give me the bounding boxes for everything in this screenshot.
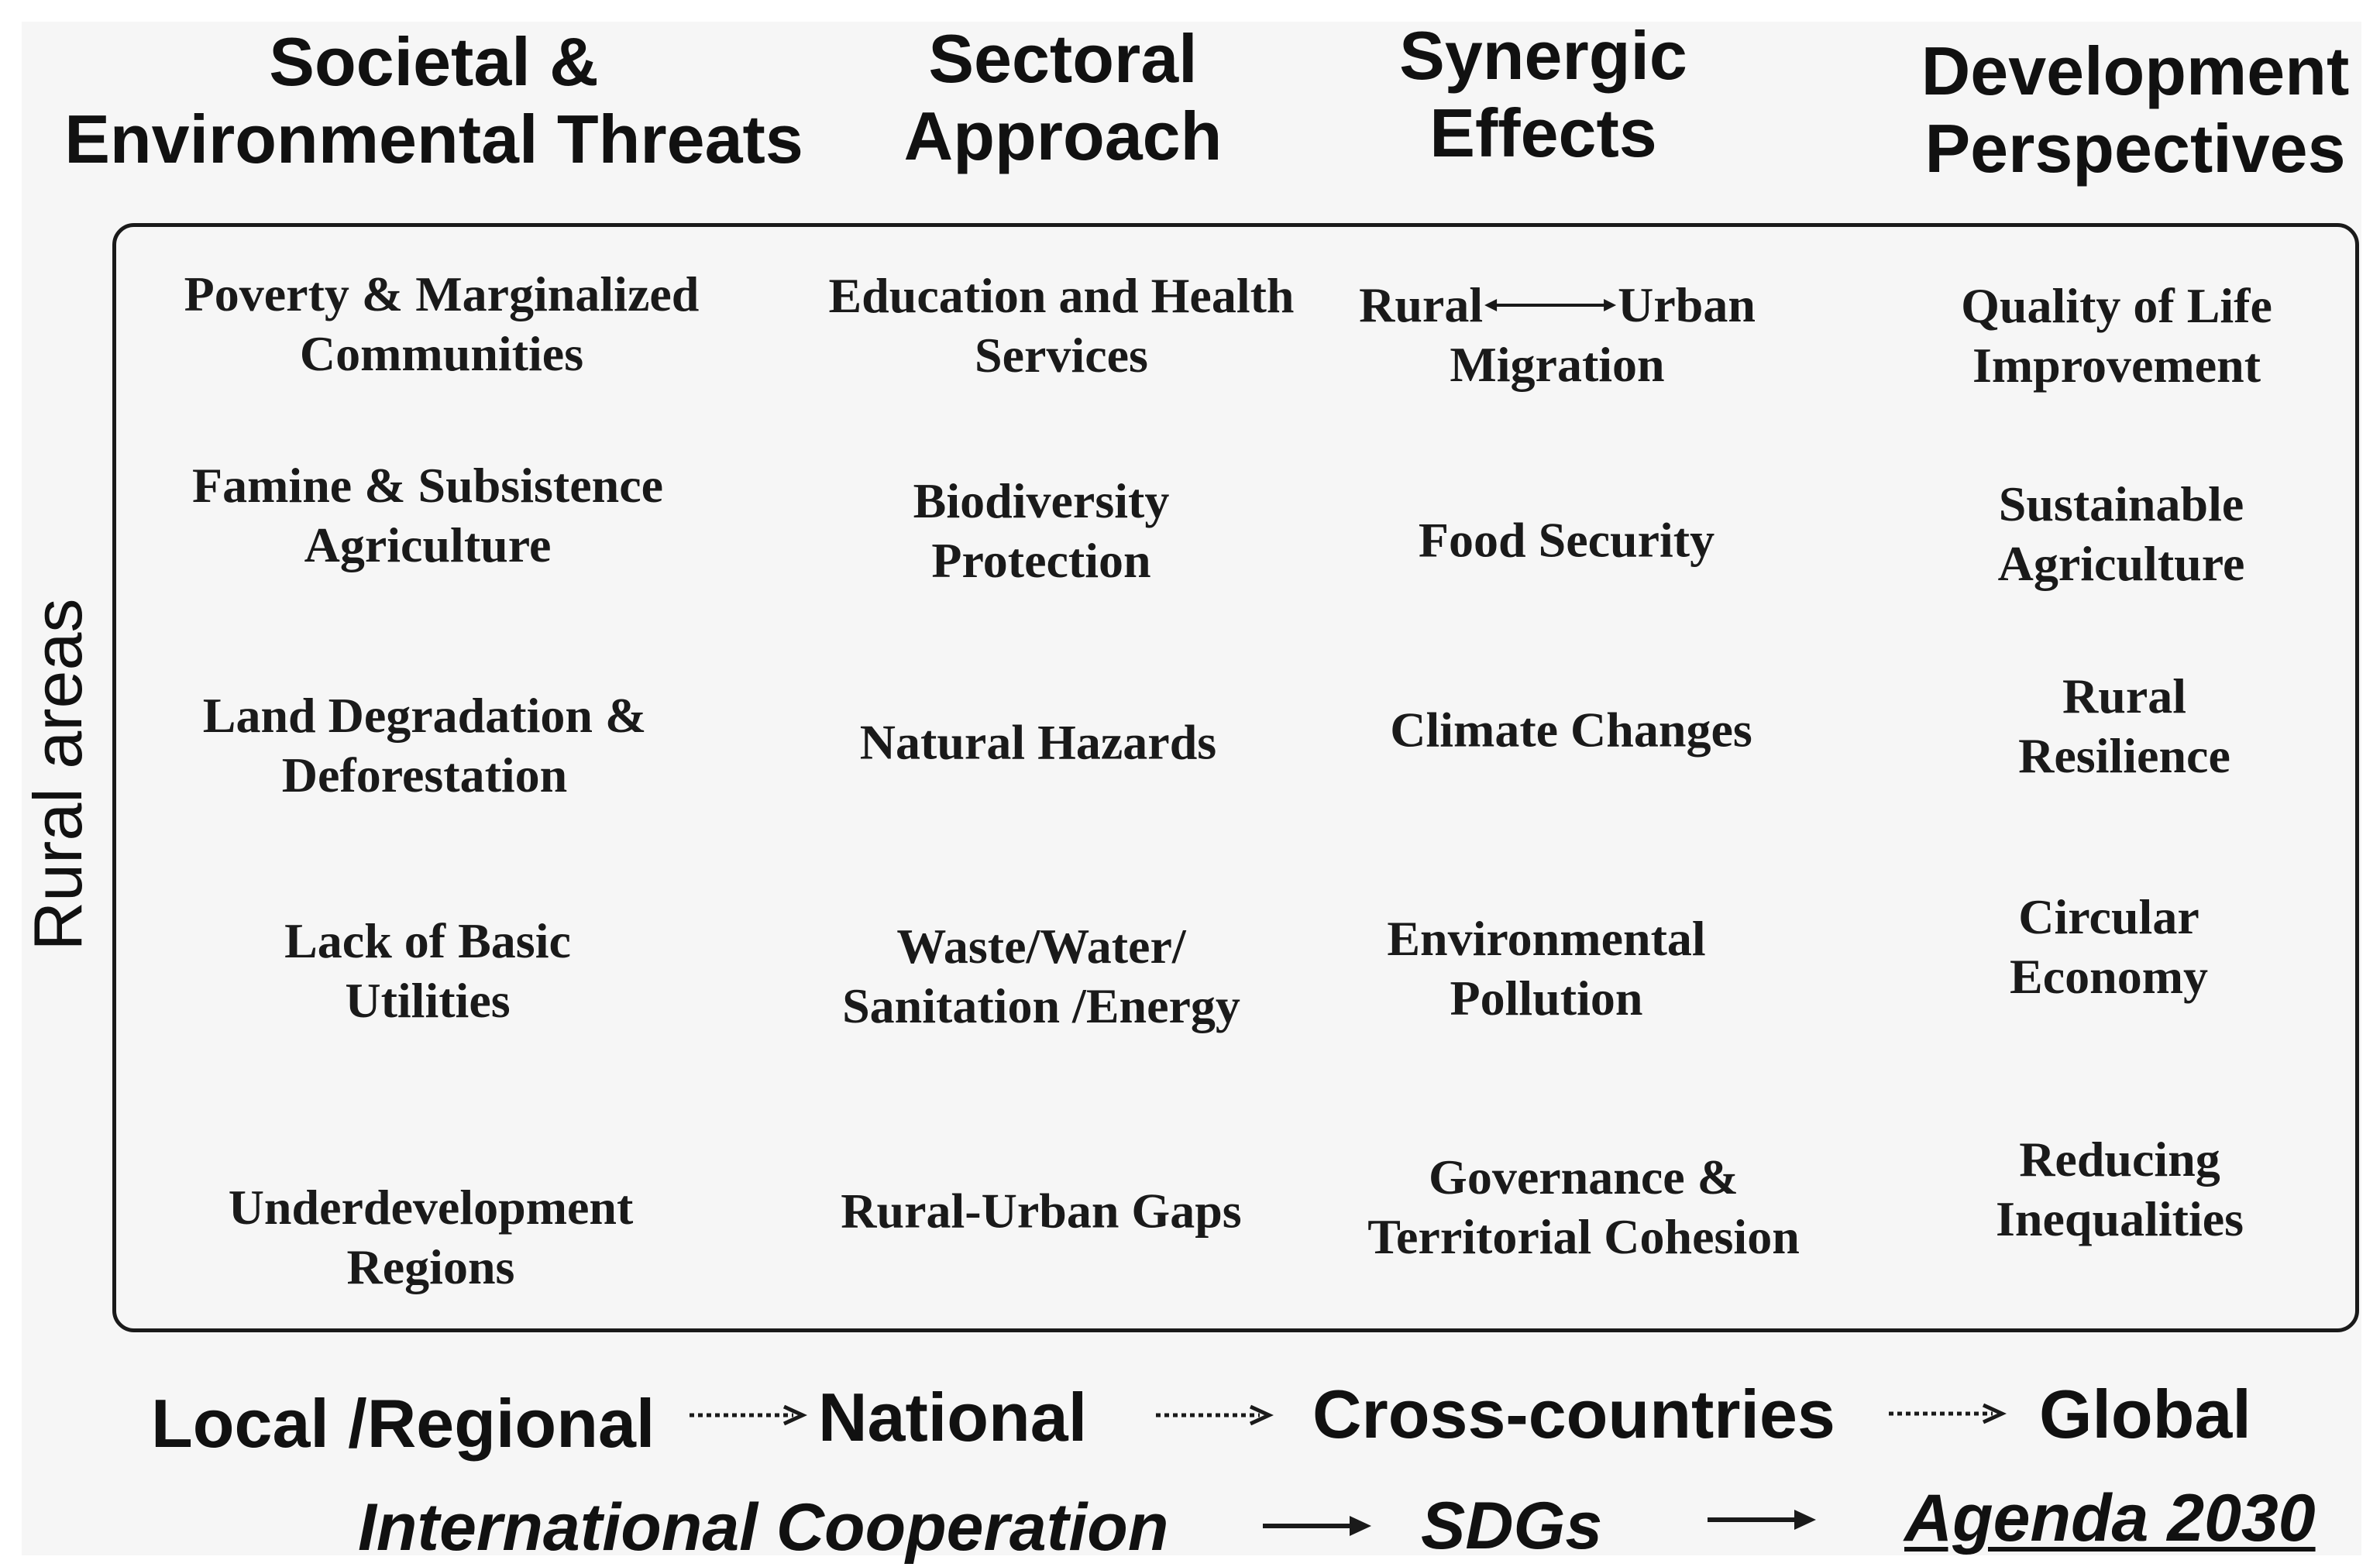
solid-arrow-icon [1263,1516,1371,1536]
cell-food-security: Food Security [1419,510,1714,570]
header-line: Sectoral [928,20,1198,97]
solid-arrow-icon [1708,1510,1816,1530]
header-line: Societal & [269,23,599,100]
migration-urban-label: Urban [1618,277,1756,332]
cell-rural-urban-gaps: Rural-Urban Gaps [841,1181,1241,1241]
cell-reducing-inequalities: Reducing Inequalities [1996,1129,2244,1249]
cell-line: Waste/Water/ [896,919,1186,974]
cell-line: Improvement [1972,338,2261,393]
dotted-arrow-icon [690,1404,808,1426]
cell-line: Climate Changes [1390,702,1752,758]
cell-line: Services [975,328,1148,383]
coop-sdgs: SDGs [1421,1489,1603,1563]
cell-governance: Governance & Territorial Cohesion [1367,1147,1800,1266]
cell-line: Agriculture [1997,536,2245,591]
cell-line: Rural-Urban Gaps [841,1183,1242,1239]
row-label-rural-areas: Rural areas [19,598,96,951]
cell-line: Food Security [1418,512,1715,568]
cell-circular-economy: Circular Economy [2010,887,2208,1006]
cell-rural-resilience: Rural Resilience [2018,666,2230,785]
cell-line: Biodiversity [913,473,1170,528]
cell-line: Reducing [2019,1132,2220,1187]
cell-line: Territorial Cohesion [1367,1209,1800,1264]
migration-top-line: Rural Urban [1359,275,1756,335]
cell-line: Protection [931,533,1151,588]
cell-migration: Rural Urban Migration [1359,275,1756,394]
header-line: Environmental Threats [64,101,803,177]
dotted-arrow-icon [1156,1404,1274,1426]
cell-line: Sanitation /Energy [842,978,1240,1033]
scale-cross-countries: Cross-countries [1312,1376,1835,1452]
cell-sustainable-agriculture: Sustainable Agriculture [1998,474,2245,593]
scale-local-regional: Local /Regional [151,1385,655,1462]
header-line: Development [1921,33,2350,109]
matrix-box [112,223,2359,1332]
header-synergic-effects: Synergic Effects [1399,17,1687,172]
header-line: Perspectives [1924,110,2346,187]
header-line: Synergic [1399,17,1687,94]
cell-line: Inequalities [1995,1191,2244,1246]
cell-line: Agriculture [304,517,552,572]
cell-line: Lack of Basic [284,913,571,968]
bidirectional-arrow-icon [1484,298,1617,311]
cell-line: Environmental [1387,911,1706,966]
cell-line: Circular [2018,889,2199,944]
header-line: Approach [903,98,1223,174]
cell-biodiversity: Biodiversity Protection [913,471,1170,590]
cell-land-degradation: Land Degradation & Deforestation [203,686,647,805]
cell-line: Natural Hazards [859,714,1217,770]
header-societal-threats: Societal & Environmental Threats [64,23,803,178]
cell-line: Economy [2010,949,2208,1004]
cell-line: Resilience [2018,728,2230,783]
cell-line: Utilities [345,973,511,1028]
scale-national: National [818,1379,1088,1455]
cell-line: Migration [1450,337,1665,392]
cell-lack-utilities: Lack of Basic Utilities [284,911,571,1030]
cell-natural-hazards: Natural Hazards [860,713,1216,772]
header-sectoral-approach: Sectoral Approach [904,20,1223,175]
cell-line: Deforestation [281,747,568,802]
cell-poverty: Poverty & Marginalized Communities [184,264,700,383]
cell-waste-water: Waste/Water/ Sanitation /Energy [842,916,1240,1036]
cell-line: Famine & Subsistence [192,458,663,513]
coop-international-cooperation: International Cooperation [358,1490,1169,1565]
cell-line: Rural [2062,668,2186,723]
header-line: Effects [1429,95,1657,171]
cell-line: Land Degradation & [202,688,647,743]
header-development-perspectives: Development Perspectives [1921,33,2350,187]
cell-line: Regions [346,1239,515,1294]
cell-line: Underdevelopment [228,1180,634,1235]
cell-education-health: Education and Health Services [828,266,1294,385]
dotted-arrow-icon [1889,1403,2007,1424]
cell-environmental-pollution: Environmental Pollution [1387,909,1705,1028]
cell-famine: Famine & Subsistence Agriculture [192,455,663,575]
cell-line: Governance & [1429,1149,1739,1204]
scale-global: Global [2039,1376,2251,1452]
cell-line: Quality of Life [1961,278,2272,333]
cell-line: Pollution [1450,971,1643,1026]
cell-quality-of-life: Quality of Life Improvement [1961,276,2272,395]
cell-line: Communities [299,326,584,381]
cell-line: Education and Health [828,268,1295,323]
cell-climate-changes: Climate Changes [1390,700,1752,760]
cell-underdevelopment: Underdevelopment Regions [229,1177,634,1297]
migration-rural-label: Rural [1359,277,1484,332]
cell-line: Poverty & Marginalized [184,266,700,321]
cell-line: Sustainable [1998,476,2244,531]
coop-agenda-2030: Agenda 2030 [1904,1481,2316,1555]
